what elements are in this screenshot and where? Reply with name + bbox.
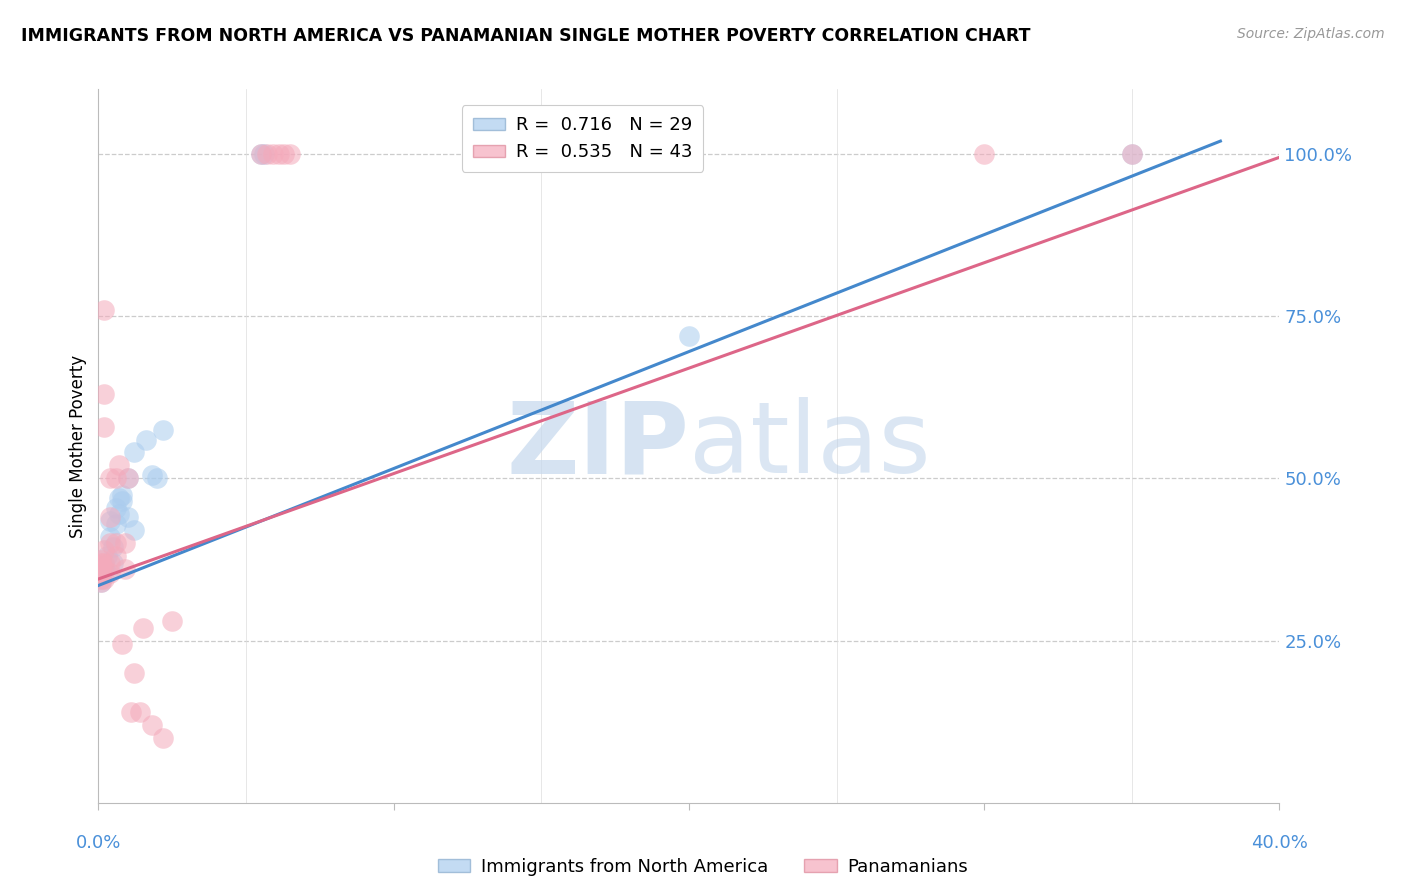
Point: [98, 530, 121, 544]
Point: [90, 575, 112, 590]
Point: [96, 549, 118, 564]
Text: ZIP: ZIP: [506, 398, 689, 494]
Y-axis label: Single Mother Poverty: Single Mother Poverty: [69, 354, 87, 538]
Point: [96, 566, 118, 580]
Point: [98, 471, 121, 485]
Point: [120, 705, 142, 719]
Text: IMMIGRANTS FROM NORTH AMERICA VS PANAMANIAN SINGLE MOTHER POVERTY CORRELATION CH: IMMIGRANTS FROM NORTH AMERICA VS PANAMAN…: [21, 27, 1031, 45]
Point: [105, 536, 128, 550]
Point: [256, 147, 278, 161]
Point: [1121, 147, 1143, 161]
Point: [111, 494, 134, 508]
Point: [93, 542, 115, 557]
Point: [108, 507, 131, 521]
Point: [105, 471, 128, 485]
Point: [141, 468, 163, 483]
Point: [128, 705, 150, 719]
Point: [262, 147, 284, 161]
Point: [98, 536, 121, 550]
Point: [98, 514, 121, 528]
Point: [253, 147, 276, 161]
Point: [93, 562, 115, 576]
Point: [267, 147, 290, 161]
Point: [93, 556, 115, 570]
Point: [152, 423, 174, 437]
Point: [146, 471, 169, 485]
Point: [1121, 147, 1143, 161]
Point: [278, 147, 302, 161]
Point: [105, 516, 128, 531]
Point: [114, 536, 136, 550]
Point: [98, 566, 121, 580]
Point: [90, 562, 112, 576]
Point: [98, 510, 121, 524]
Point: [90, 575, 112, 590]
Point: [122, 666, 145, 681]
Point: [90, 559, 112, 574]
Point: [108, 458, 131, 473]
Point: [162, 614, 183, 628]
Point: [135, 433, 157, 447]
Point: [122, 445, 145, 459]
Point: [93, 559, 115, 574]
Point: [90, 568, 112, 582]
Point: [90, 572, 112, 586]
Point: [93, 572, 115, 586]
Point: [90, 552, 112, 566]
Point: [103, 540, 125, 554]
Point: [93, 562, 115, 576]
Text: Source: ZipAtlas.com: Source: ZipAtlas.com: [1237, 27, 1385, 41]
Point: [108, 491, 131, 505]
Point: [117, 471, 139, 485]
Point: [152, 731, 174, 745]
Point: [90, 566, 112, 580]
Point: [103, 556, 125, 570]
Point: [105, 549, 128, 564]
Point: [90, 568, 112, 582]
Text: 40.0%: 40.0%: [1251, 834, 1308, 852]
Point: [90, 572, 112, 586]
Point: [678, 328, 700, 343]
Point: [93, 387, 115, 401]
Point: [973, 147, 995, 161]
Legend: R =  0.716   N = 29, R =  0.535   N = 43: R = 0.716 N = 29, R = 0.535 N = 43: [461, 105, 703, 172]
Legend: Immigrants from North America, Panamanians: Immigrants from North America, Panamania…: [430, 851, 976, 883]
Point: [117, 471, 139, 485]
Text: 0.0%: 0.0%: [76, 834, 121, 852]
Point: [93, 419, 115, 434]
Point: [250, 147, 273, 161]
Point: [98, 556, 121, 570]
Point: [273, 147, 295, 161]
Point: [141, 718, 163, 732]
Point: [117, 510, 139, 524]
Point: [114, 562, 136, 576]
Point: [250, 147, 273, 161]
Point: [111, 637, 134, 651]
Point: [132, 621, 155, 635]
Point: [111, 488, 134, 502]
Point: [93, 302, 115, 317]
Point: [90, 556, 112, 570]
Point: [105, 500, 128, 515]
Point: [122, 524, 145, 538]
Text: atlas: atlas: [689, 398, 931, 494]
